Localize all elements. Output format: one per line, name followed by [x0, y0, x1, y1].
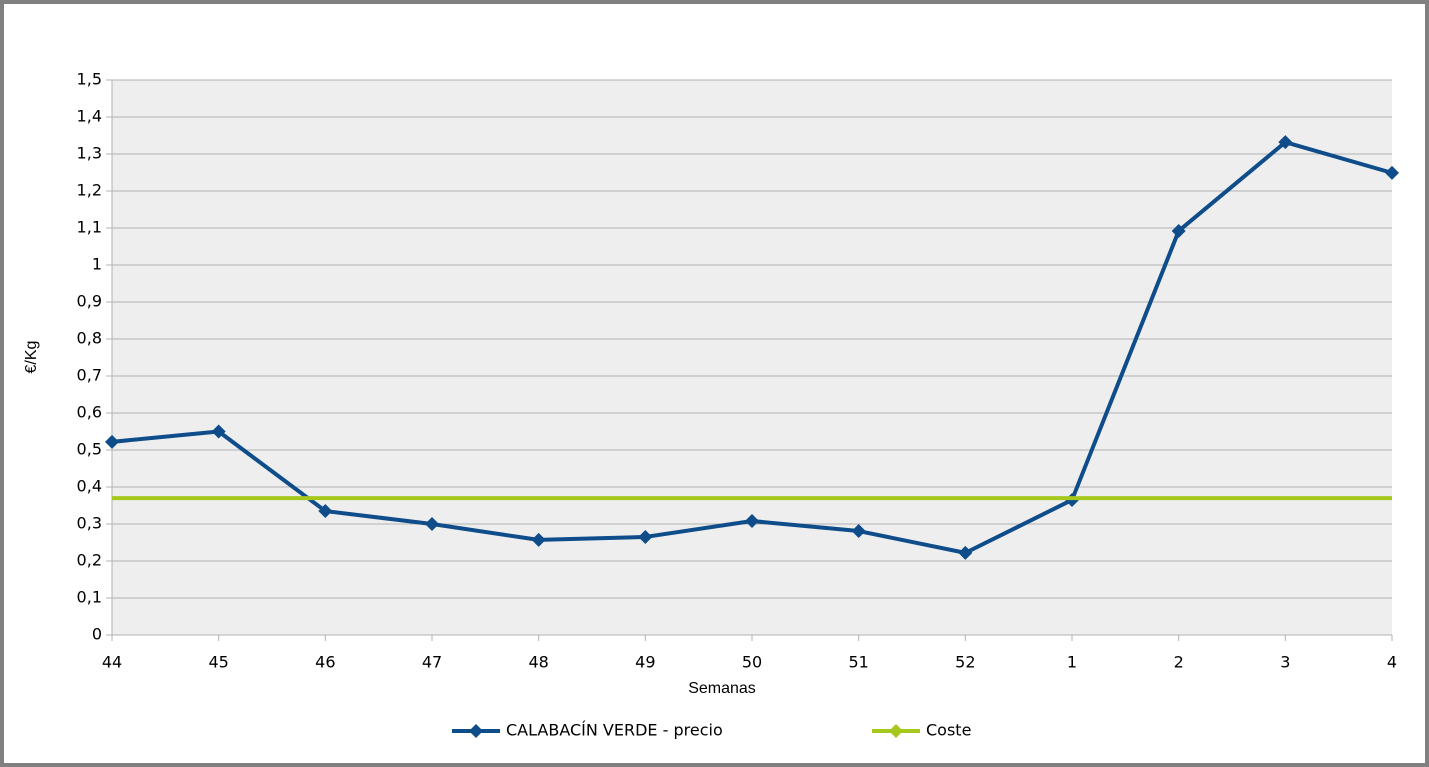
- series-marker: [638, 529, 653, 544]
- x-tick-label: 2: [1174, 653, 1184, 672]
- x-tick-label: 4: [1387, 653, 1397, 672]
- x-tick-label: 1: [1067, 653, 1077, 672]
- x-tick-label: 48: [528, 653, 548, 672]
- y-tick-label: 1,5: [77, 70, 102, 89]
- x-tick-label: 50: [742, 653, 762, 672]
- plot-area: [112, 80, 1392, 635]
- x-tick-label: 45: [208, 653, 228, 672]
- legend-marker: [889, 724, 903, 738]
- series-marker: [745, 514, 759, 529]
- series-marker: [211, 424, 226, 439]
- y-tick-label: 0,8: [77, 329, 102, 348]
- x-tick-label: 52: [955, 653, 975, 672]
- y-axis-label: €/Kg: [23, 341, 40, 374]
- series-marker: [531, 532, 546, 547]
- y-tick-label: 0: [92, 625, 102, 644]
- series-marker: [1278, 135, 1293, 150]
- y-tick-label: 0,5: [77, 440, 102, 459]
- x-tick-label: 49: [635, 653, 655, 672]
- series-marker: [105, 434, 119, 449]
- y-tick-label: 1: [92, 255, 102, 274]
- y-tick-label: 1,2: [77, 181, 102, 200]
- x-tick-label: 47: [422, 653, 442, 672]
- x-tick-label: 44: [102, 653, 122, 672]
- y-tick-label: 0,6: [77, 403, 102, 422]
- y-tick-label: 0,3: [77, 514, 102, 533]
- y-tick-label: 0,2: [77, 551, 102, 570]
- x-axis-label: Semanas: [688, 680, 756, 697]
- y-tick-label: 0,9: [77, 292, 102, 311]
- y-tick-label: 0,7: [77, 366, 102, 385]
- x-tick-label: 51: [848, 653, 868, 672]
- series-marker: [1385, 165, 1399, 180]
- legend-label: Coste: [926, 721, 971, 740]
- y-tick-label: 0,1: [77, 588, 102, 607]
- y-tick-label: 1,3: [77, 144, 102, 163]
- legend-marker: [469, 724, 483, 738]
- series-marker: [851, 524, 866, 539]
- y-tick-label: 0,4: [77, 477, 102, 496]
- x-tick-label: 46: [315, 653, 335, 672]
- y-tick-label: 1,4: [77, 107, 102, 126]
- series-marker: [425, 517, 439, 531]
- y-tick-label: 1,1: [77, 218, 102, 237]
- series-marker: [958, 545, 973, 560]
- series-marker: [1171, 223, 1186, 238]
- legend-label: CALABACÍN VERDE - precio: [506, 721, 723, 740]
- series-marker: [318, 504, 333, 519]
- x-tick-label: 3: [1280, 653, 1290, 672]
